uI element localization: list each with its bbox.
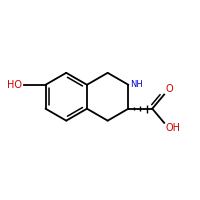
Text: NH: NH: [130, 80, 143, 89]
Text: HO: HO: [7, 80, 22, 90]
Text: OH: OH: [165, 123, 180, 133]
Text: O: O: [165, 84, 173, 94]
